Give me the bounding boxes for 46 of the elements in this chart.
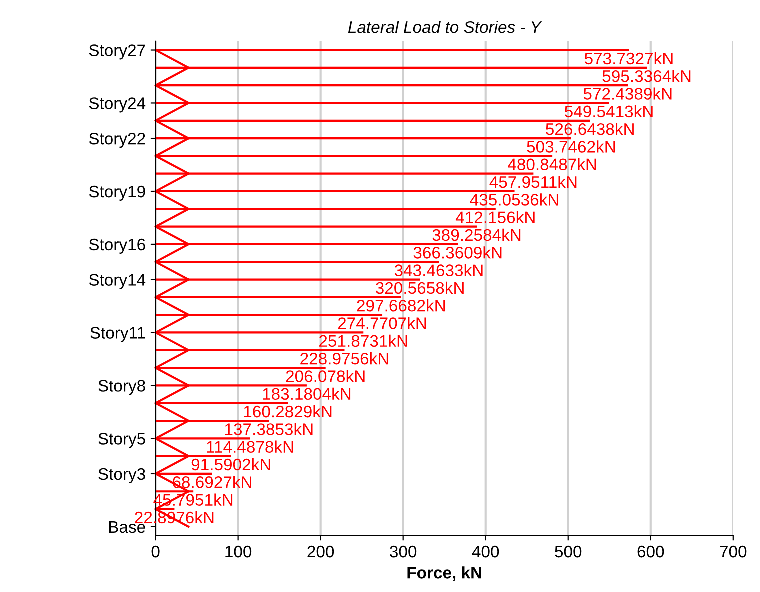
y-tick-label: Story22 <box>89 132 146 148</box>
data-label: 457.9511kN <box>490 176 577 188</box>
y-tick-label: Base <box>109 522 146 534</box>
data-label: 343.4633kN <box>394 264 483 276</box>
data-label: 160.2829kN <box>244 405 332 418</box>
chart-title: Lateral Load to Stories - Y <box>348 21 542 34</box>
y-tick-label: Story24 <box>89 98 146 113</box>
y-tick-label: Story5 <box>98 433 146 448</box>
data-label: 91.5902kN <box>192 458 270 471</box>
x-tick-label: 500 <box>555 546 582 558</box>
x-tick-label: 300 <box>390 546 417 558</box>
x-tick-label: 0 <box>152 546 160 558</box>
y-tick-label: Story19 <box>89 186 146 201</box>
data-label: 389.2584kN <box>432 228 521 242</box>
y-tick-label: Story27 <box>89 44 146 60</box>
data-label: 251.8731kN <box>320 334 408 348</box>
data-label: 572.4389kN <box>584 88 672 100</box>
data-label: 573.7327kN <box>584 52 673 65</box>
data-label: 595.3364kN <box>602 70 691 82</box>
data-label: 320.5658kN <box>376 282 464 294</box>
y-tick-label: Story11 <box>90 327 146 342</box>
x-axis-title: Force, kN <box>408 566 482 582</box>
y-tick-label: Story3 <box>98 468 146 484</box>
data-label: 503.7462kN <box>527 140 616 153</box>
x-tick-label: 400 <box>472 546 500 558</box>
y-tick-label: Story16 <box>89 238 146 254</box>
x-tick-label: 200 <box>308 546 334 558</box>
data-label: 228.9756kN <box>300 352 388 365</box>
data-label: 297.6682kN <box>357 300 446 312</box>
data-label: 206.078kN <box>286 370 365 382</box>
data-label: 183.1804kN <box>263 388 351 400</box>
data-label: 274.7707kN <box>338 317 426 330</box>
data-label: 68.6927kN <box>173 476 252 488</box>
data-label: 137.3853kN <box>225 423 313 436</box>
data-label: 114.4878kN <box>207 440 294 454</box>
data-label: 549.5413kN <box>564 105 653 118</box>
y-tick-label: Story14 <box>89 274 146 290</box>
x-tick-label: 600 <box>638 546 664 558</box>
data-label: 412.156kN <box>456 211 535 224</box>
data-label: 526.6438kN <box>546 123 634 136</box>
data-label: 435.0536kN <box>470 194 558 206</box>
data-label: 480.8487kN <box>508 158 596 171</box>
data-label: 366.3609kN <box>414 246 502 259</box>
y-tick-label: Story8 <box>98 380 146 396</box>
x-tick-label: 100 <box>226 546 252 558</box>
x-tick-label: 700 <box>720 546 747 558</box>
